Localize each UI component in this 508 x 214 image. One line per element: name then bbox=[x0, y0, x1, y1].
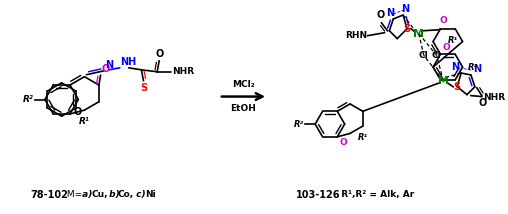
Text: O: O bbox=[73, 107, 81, 117]
Text: Co,: Co, bbox=[118, 190, 134, 199]
Text: S: S bbox=[140, 83, 147, 93]
Text: O: O bbox=[340, 138, 347, 147]
Text: R¹: R¹ bbox=[79, 117, 90, 126]
Text: Ni: Ni bbox=[145, 190, 156, 199]
Text: b): b) bbox=[106, 190, 119, 199]
Text: O: O bbox=[439, 16, 447, 25]
Text: O: O bbox=[155, 49, 163, 59]
Text: N: N bbox=[386, 8, 394, 18]
Text: O: O bbox=[443, 43, 451, 52]
Text: S: S bbox=[403, 24, 410, 34]
Text: S: S bbox=[454, 82, 461, 92]
Text: c): c) bbox=[134, 190, 146, 199]
Text: R¹: R¹ bbox=[448, 36, 458, 45]
Text: O: O bbox=[102, 64, 110, 74]
Text: M: M bbox=[414, 29, 424, 39]
Text: N: N bbox=[473, 64, 481, 74]
Text: NHR: NHR bbox=[172, 67, 194, 76]
Text: R²: R² bbox=[294, 120, 304, 129]
Text: O: O bbox=[479, 98, 487, 108]
Text: 103-126: 103-126 bbox=[296, 190, 340, 200]
Text: Cl: Cl bbox=[419, 51, 429, 60]
Text: R¹,R² = Alk, Ar: R¹,R² = Alk, Ar bbox=[335, 190, 414, 199]
Text: NHR: NHR bbox=[483, 93, 505, 102]
Text: R²: R² bbox=[467, 62, 478, 71]
Text: N: N bbox=[401, 4, 409, 14]
Text: MCl₂: MCl₂ bbox=[232, 80, 255, 89]
Text: RHN: RHN bbox=[345, 31, 368, 40]
Text: 78-102: 78-102 bbox=[30, 190, 68, 200]
Text: Cu,: Cu, bbox=[91, 190, 108, 199]
Text: O: O bbox=[376, 10, 385, 20]
Text: NH: NH bbox=[120, 57, 136, 67]
Text: a): a) bbox=[79, 190, 92, 199]
Text: EtOH: EtOH bbox=[231, 104, 257, 113]
Text: M=: M= bbox=[64, 190, 82, 199]
Text: N: N bbox=[451, 62, 459, 72]
Text: M: M bbox=[438, 76, 449, 86]
Text: R²: R² bbox=[23, 95, 34, 104]
Text: Cl: Cl bbox=[432, 51, 441, 60]
Text: N: N bbox=[105, 60, 113, 70]
Text: R¹: R¹ bbox=[358, 133, 368, 142]
